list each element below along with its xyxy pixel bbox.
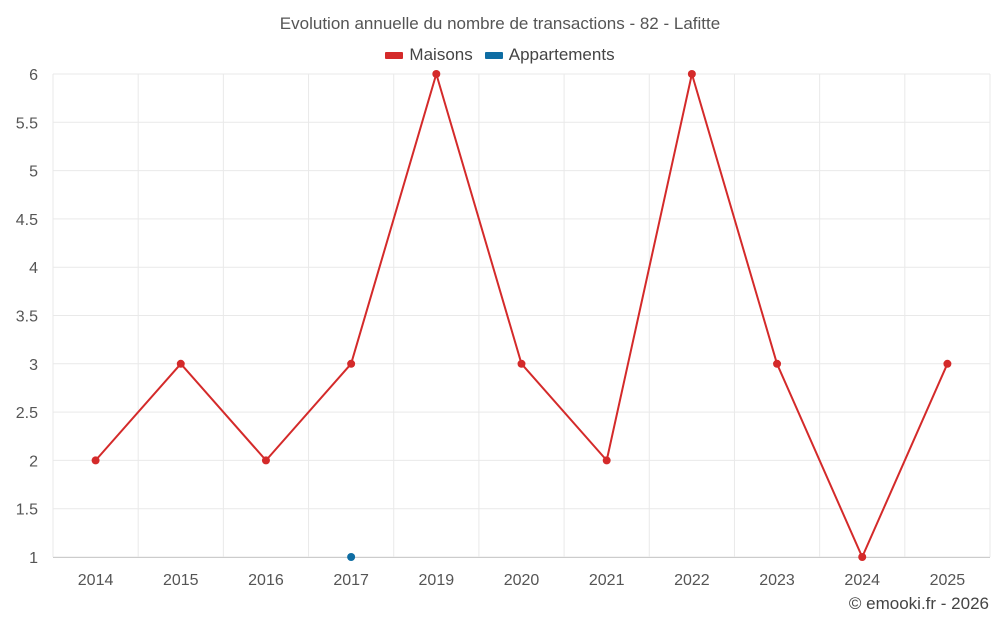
data-point-maisons [943,359,952,368]
legend-item-maisons[interactable]: Maisons [385,45,473,65]
legend-swatch-maisons [385,51,404,59]
chart-title: Evolution annuelle du nombre de transact… [279,14,721,33]
data-point-maisons [687,70,696,78]
data-point-maisons [517,359,526,368]
credits: © emooki.fr - 2026 [848,594,989,613]
legend-label-maisons: Maisons [409,45,473,64]
data-point-maisons [773,359,782,368]
x-tick-label: 2023 [759,572,795,589]
y-tick-label: 3.5 [16,309,38,326]
x-tick-label: 2019 [419,572,455,589]
y-tick-label: 2.5 [16,405,38,422]
data-point-maisons [432,70,441,78]
data-point-appartements [347,553,356,561]
x-tick-label: 2021 [589,572,625,589]
x-tick-label: 2015 [163,572,199,589]
x-tick-label: 2014 [78,572,114,589]
x-tick-label: 2017 [333,572,369,589]
legend-item-appartements[interactable]: Appartements [484,45,615,65]
data-point-maisons [91,456,100,465]
y-tick-label: 2 [29,453,38,470]
y-tick-label: 1.5 [16,502,38,519]
x-tick-label: 2016 [248,572,284,589]
x-tick-label: 2025 [930,572,966,589]
legend-swatch-appartements [484,51,503,59]
x-tick-label: 2024 [844,572,880,589]
data-point-maisons [602,456,611,465]
data-point-maisons [858,553,867,561]
y-tick-label: 1 [29,550,38,567]
y-tick-label: 5 [29,164,38,181]
data-point-maisons [347,359,356,368]
x-tick-label: 2020 [504,572,540,589]
y-tick-label: 4.5 [16,212,38,229]
data-point-maisons [176,359,185,368]
legend-label-appartements: Appartements [508,45,615,64]
x-tick-label: 2022 [674,572,710,589]
y-tick-label: 6 [29,67,38,84]
y-tick-label: 3 [29,357,38,374]
legend: Maisons Appartements [0,45,1000,65]
data-point-maisons [261,456,270,465]
y-tick-label: 4 [29,260,38,277]
y-tick-label: 5.5 [16,115,38,132]
